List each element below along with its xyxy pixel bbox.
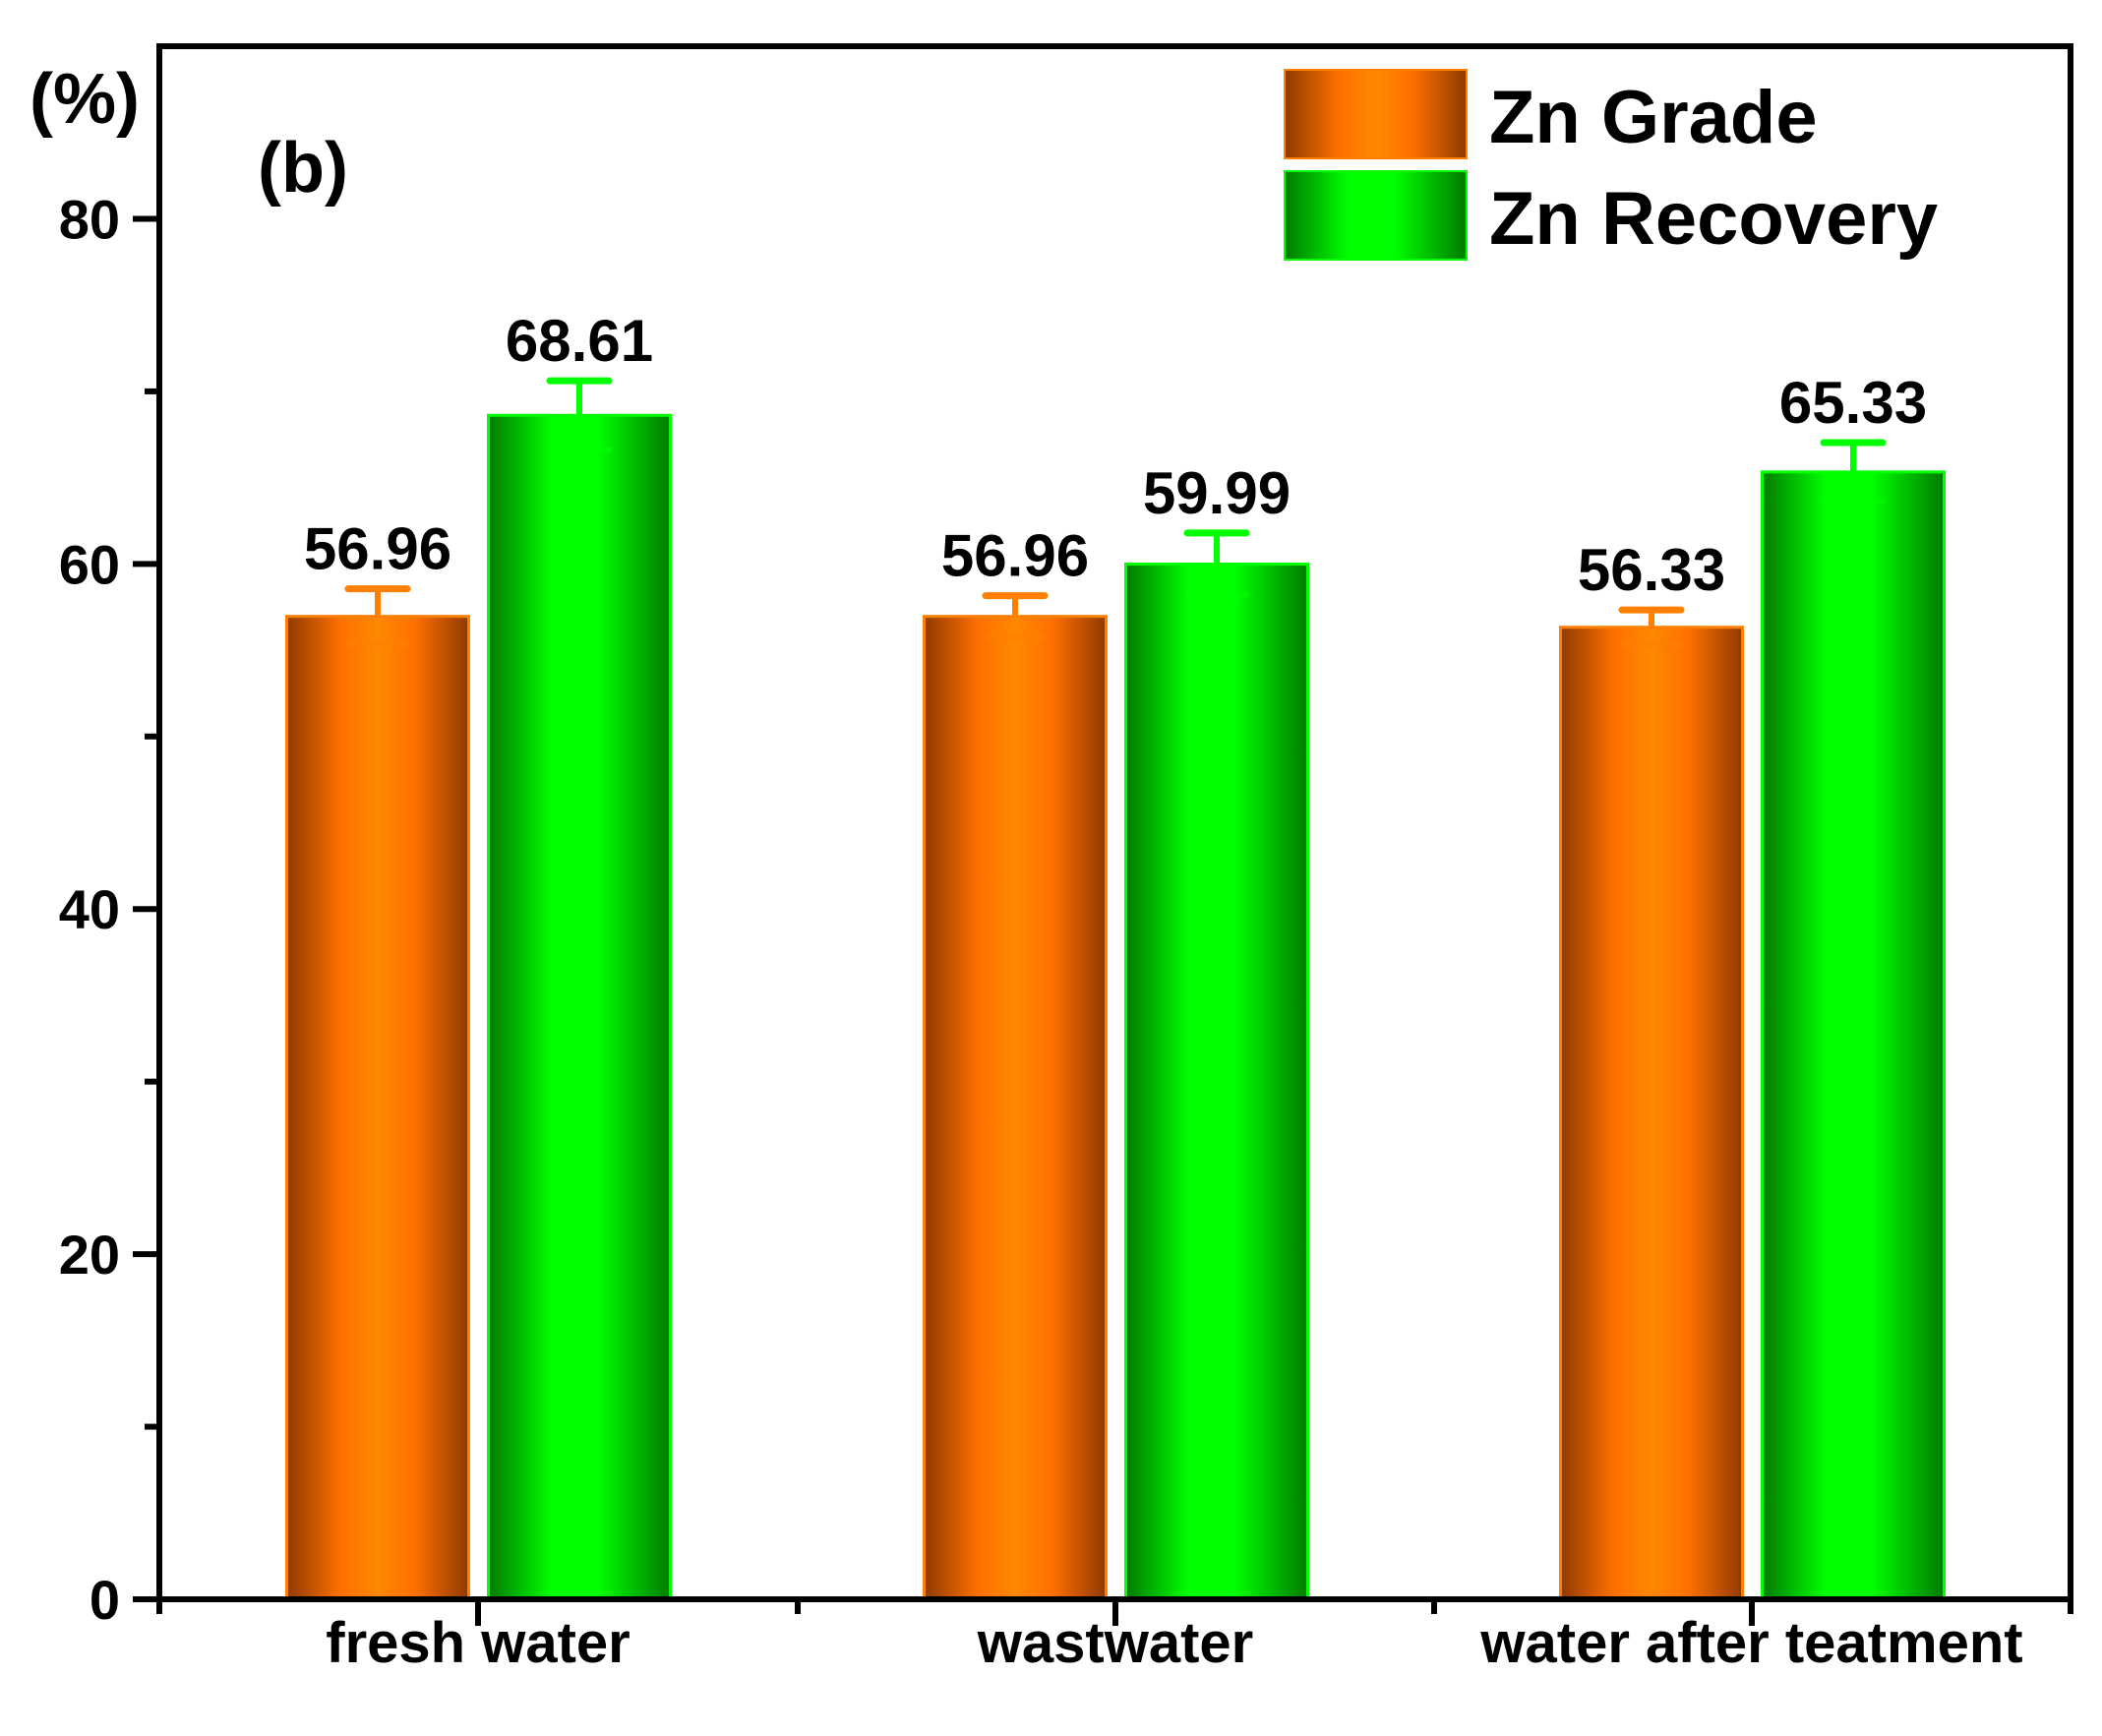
data-label: 56.33 (1578, 537, 1725, 603)
bar-zn-recovery (1124, 563, 1309, 1601)
bar-zn-recovery (487, 413, 672, 1601)
y-axis-label: (%) (30, 60, 140, 139)
y-tick-label: 20 (59, 1224, 120, 1286)
legend-label-recovery: Zn Recovery (1489, 177, 1938, 261)
x-tick-label: wastwater (977, 1611, 1253, 1675)
y-tick-label: 80 (59, 188, 120, 250)
legend-swatch-grade (1284, 69, 1468, 159)
data-label: 56.96 (304, 516, 451, 582)
data-label: 59.99 (1143, 460, 1291, 526)
bar-zn-grade (285, 615, 470, 1601)
bar-zn-grade (923, 615, 1108, 1601)
data-label: 68.61 (506, 308, 653, 374)
bar-zn-recovery (1761, 470, 1946, 1601)
x-tick-label: water after teatment (1479, 1611, 2022, 1675)
panel-label: (b) (258, 129, 348, 208)
y-tick-label: 0 (90, 1569, 120, 1631)
x-tick-label: fresh water (326, 1611, 630, 1675)
bar-zn-grade (1559, 626, 1744, 1601)
y-tick-label: 40 (59, 878, 120, 940)
y-tick-label: 60 (59, 533, 120, 595)
legend-swatch-recovery (1284, 170, 1468, 261)
data-label: 56.96 (941, 523, 1089, 589)
legend-label-grade: Zn Grade (1489, 76, 1818, 159)
data-label: 65.33 (1779, 370, 1927, 436)
